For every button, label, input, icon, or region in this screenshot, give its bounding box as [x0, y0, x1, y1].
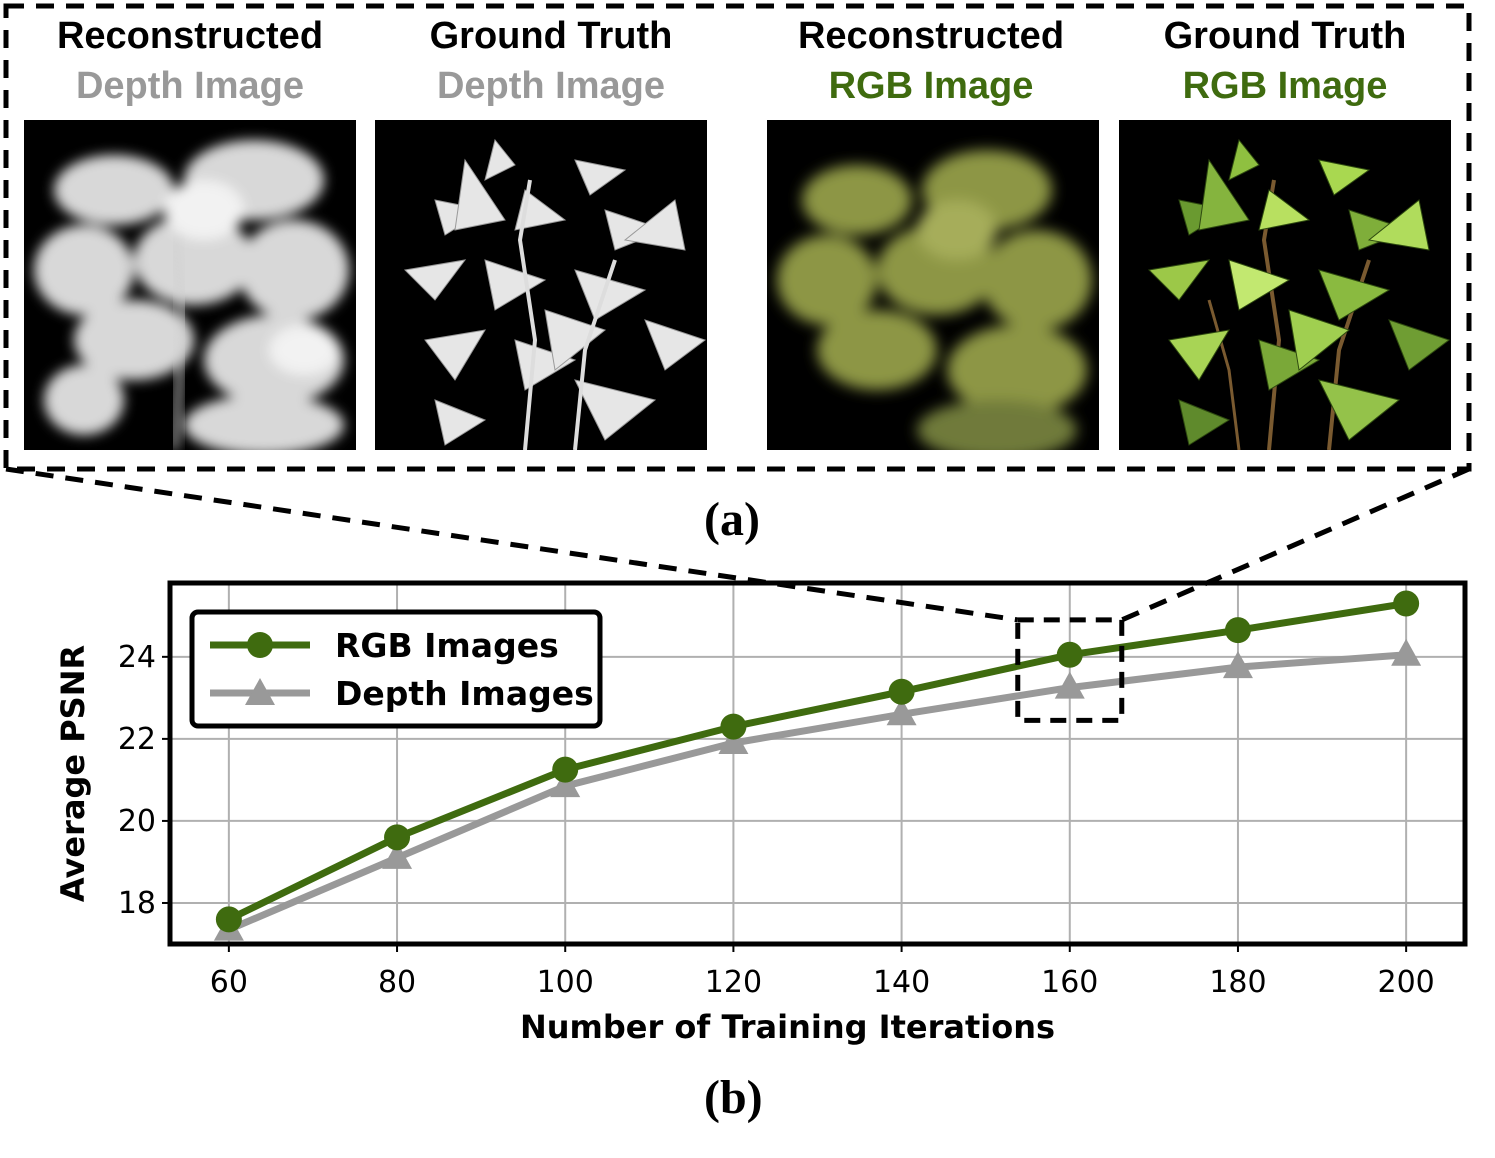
data-point [1056, 641, 1083, 668]
panel-subtitle-4: RGB Image [1182, 65, 1388, 107]
x-tick-label: 140 [873, 965, 930, 1000]
psnr-line-chart: 60 80 100 120 140 160 180 200 18 20 22 24 Number o… [5, 466, 1470, 1046]
x-tick-label: 120 [705, 965, 762, 1000]
legend-marker-rgb [247, 632, 273, 658]
panel-subtitle-2: Depth Image [436, 65, 666, 107]
x-tick-label: 60 [210, 965, 248, 1000]
data-point [1391, 638, 1422, 666]
rgb-ground-truth-image [1119, 120, 1451, 450]
panel-title-4: Ground Truth [1163, 15, 1407, 57]
x-tick-label: 100 [537, 965, 594, 1000]
data-point [552, 756, 579, 783]
legend: RGB Images Depth Images [189, 609, 603, 729]
y-tick-label: 24 [118, 640, 156, 675]
series-line [227, 600, 1407, 923]
data-point [888, 678, 915, 705]
x-axis-label: Number of Training Iterations [520, 1008, 1055, 1046]
data-point [550, 770, 581, 798]
y-tick-label: 20 [118, 804, 156, 839]
panel-subtitle-1: Depth Image [75, 65, 305, 107]
data-point [718, 726, 749, 754]
panel-subtitle-3: RGB Image [828, 65, 1034, 107]
data-point [215, 906, 242, 933]
data-point [886, 698, 917, 726]
panel-title-3: Reconstructed [797, 15, 1065, 57]
x-ticks: 60 80 100 120 140 160 180 200 [210, 944, 1435, 1000]
y-tick-label: 18 [118, 886, 156, 921]
depth-reconstructed-image [24, 120, 356, 450]
series-line [227, 651, 1407, 933]
legend-marker-depth [245, 678, 275, 705]
series [213, 590, 1422, 941]
x-tick-label: 180 [1209, 965, 1266, 1000]
legend-label-rgb: RGB Images [335, 626, 559, 665]
data-point [1222, 651, 1253, 679]
data-point [384, 824, 411, 851]
panel-title-1: Reconstructed [56, 15, 324, 57]
x-tick-label: 80 [378, 965, 416, 1000]
data-point [1224, 617, 1251, 644]
legend-box [189, 609, 603, 729]
data-point [1393, 590, 1420, 617]
callout-line-right [1120, 466, 1470, 623]
highlight [5, 466, 1470, 723]
plot-frame [167, 580, 1468, 947]
callout-line-left [5, 466, 1019, 623]
y-axis-label: Average PSNR [54, 645, 92, 902]
callout-dashed-frame [3, 3, 1472, 472]
data-point [1054, 671, 1085, 699]
y-tick-label: 22 [118, 722, 156, 757]
data-point [382, 841, 413, 869]
depth-ground-truth-image [375, 120, 707, 450]
panel-a-label: (a) [704, 493, 760, 546]
x-tick-label: 200 [1378, 965, 1435, 1000]
rgb-reconstructed-image [767, 120, 1099, 450]
panel-b-label: (b) [704, 1071, 763, 1124]
data-point [720, 713, 747, 740]
highlight-box [1015, 617, 1125, 723]
y-ticks: 18 20 22 24 [118, 640, 170, 921]
legend-label-depth: Depth Images [335, 674, 594, 713]
x-tick-label: 160 [1041, 965, 1098, 1000]
panel-title-2: Ground Truth [429, 15, 673, 57]
